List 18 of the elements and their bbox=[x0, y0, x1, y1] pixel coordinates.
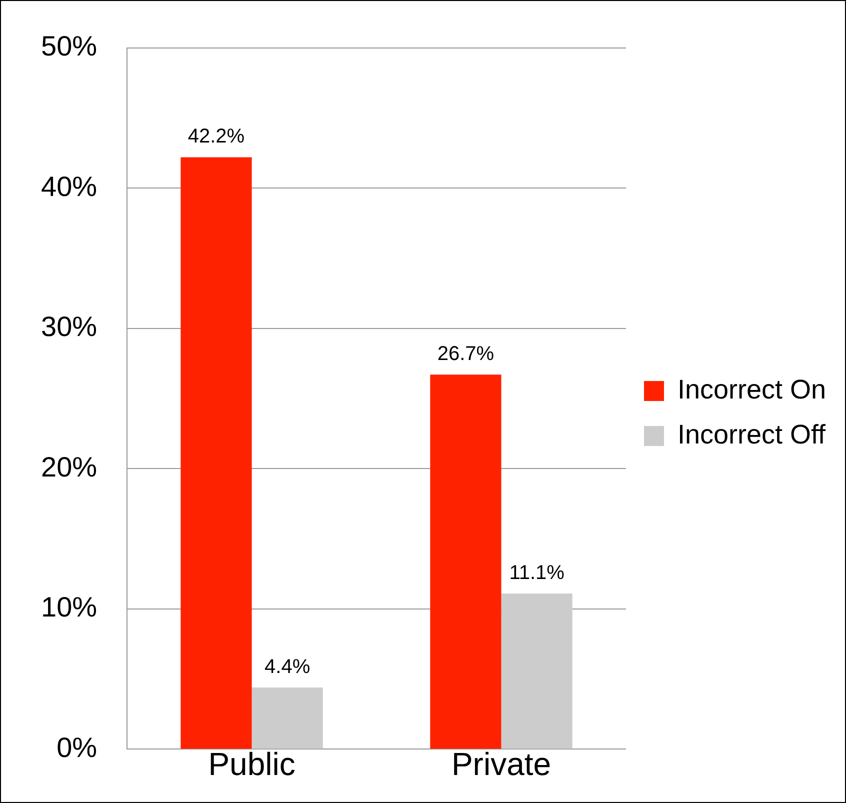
y-tick-label: 30% bbox=[40, 311, 98, 342]
y-tick-label: 50% bbox=[40, 30, 98, 62]
bar bbox=[501, 593, 572, 749]
y-tick-label: 10% bbox=[40, 592, 98, 623]
data-label: 4.4% bbox=[264, 656, 310, 678]
data-label: 42.2% bbox=[188, 126, 245, 148]
y-tick-label: 40% bbox=[40, 170, 98, 202]
data-label: 11.1% bbox=[509, 562, 565, 584]
x-tick-label: Public bbox=[208, 746, 296, 782]
y-tick-label: 0% bbox=[56, 732, 98, 763]
bar bbox=[180, 157, 252, 749]
x-tick-label: Private bbox=[451, 746, 552, 782]
y-tick-label: 20% bbox=[40, 451, 98, 482]
bar bbox=[252, 687, 323, 749]
legend-label: Incorrect Off bbox=[678, 419, 826, 450]
legend-label: Incorrect On bbox=[678, 374, 826, 404]
data-label: 26.7% bbox=[437, 343, 494, 366]
bar bbox=[430, 374, 502, 749]
